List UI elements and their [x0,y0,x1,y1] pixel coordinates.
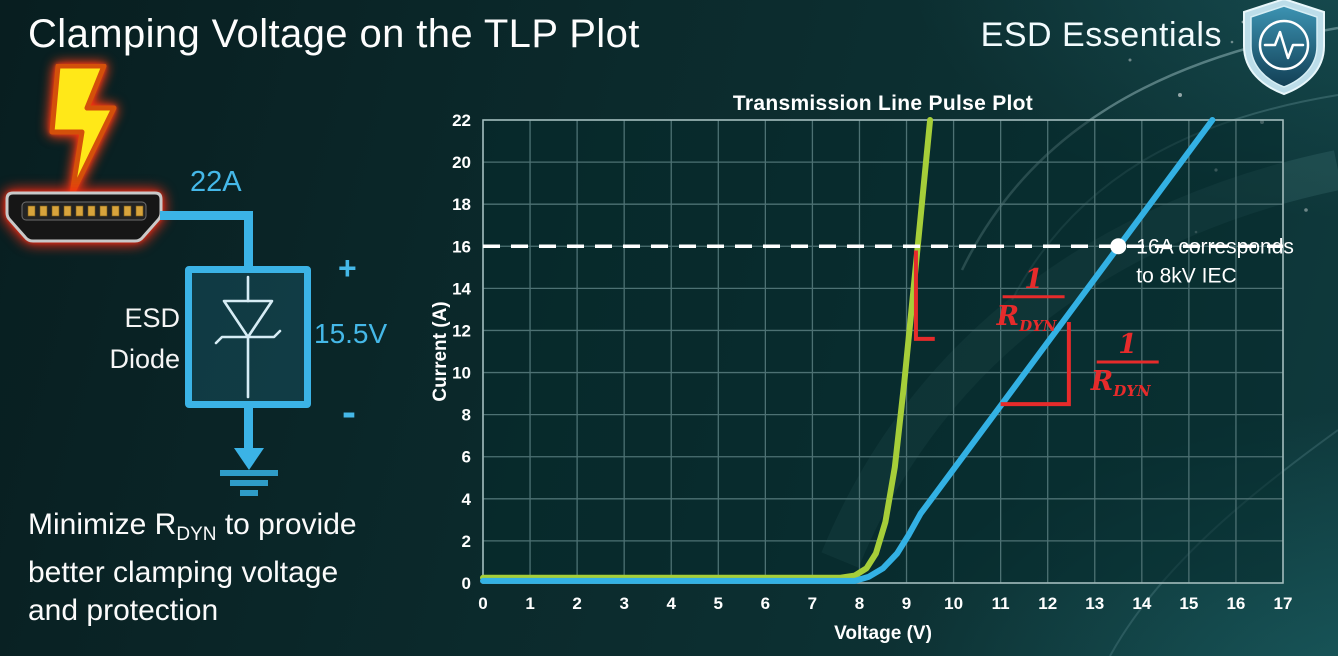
svg-text:22: 22 [452,111,471,130]
svg-text:20: 20 [452,153,471,172]
svg-text:6: 6 [761,594,770,613]
svg-text:12: 12 [452,321,471,340]
svg-text:15: 15 [1179,594,1198,613]
wire-horizontal [160,211,253,220]
esd-diode-box [185,266,311,408]
svg-text:18: 18 [452,195,471,214]
caption-line-3: and protection [28,594,219,627]
svg-text:11: 11 [992,594,1010,613]
wire-vertical [244,211,253,271]
svg-text:to 8kV IEC: to 8kV IEC [1136,264,1236,287]
svg-text:14: 14 [452,279,471,298]
svg-text:0: 0 [478,594,487,613]
component-label-line2: Diode [109,344,180,374]
ground-icon [220,470,278,476]
esd-shield-icon [1243,0,1325,96]
svg-text:16: 16 [1226,594,1245,613]
svg-text:0: 0 [462,574,471,593]
hdmi-connector-icon [5,191,163,243]
svg-text:1: 1 [525,594,534,613]
svg-text:10: 10 [452,364,471,383]
page-title: Clamping Voltage on the TLP Plot [28,12,640,56]
caption-line-2: better clamping voltage [28,556,339,589]
svg-text:16: 16 [452,237,471,256]
svg-text:1: 1 [1118,329,1137,360]
svg-text:17: 17 [1274,594,1293,613]
ground-wire [244,404,253,450]
svg-text:2: 2 [462,532,471,551]
polarity-minus-label: - [342,388,356,435]
svg-text:14: 14 [1132,594,1151,613]
caption-line-1: Minimize RDYN to provide [28,508,357,545]
clamp-voltage-label: 15.5V [314,318,388,349]
svg-text:10: 10 [944,594,963,613]
zener-diode-symbol-icon [214,275,282,399]
svg-text:9: 9 [902,594,911,613]
svg-text:12: 12 [1038,594,1057,613]
svg-text:1: 1 [1024,264,1043,295]
svg-text:Current (A): Current (A) [430,301,451,401]
caption: Minimize RDYN to provide better clamping… [28,506,357,630]
svg-text:RDYN: RDYN [1090,366,1152,400]
svg-text:Voltage (V): Voltage (V) [834,623,932,644]
surge-current-label: 22A [190,166,242,198]
svg-text:7: 7 [808,594,817,613]
ground-arrow-icon [234,448,264,470]
svg-text:3: 3 [619,594,628,613]
svg-text:6: 6 [462,448,471,467]
rdyn-subscript: DYN [176,524,217,545]
ground-icon [240,490,258,496]
component-label-line1: ESD [124,303,180,333]
polarity-plus-label: + [338,250,357,286]
svg-text:5: 5 [714,594,723,613]
tlp-chart-canvas: 0 1 2 3 4 5 6 7 8 9 10 11 12 13 14 15 16 1702468101214161… [430,111,1294,644]
svg-text:4: 4 [462,490,472,509]
svg-text:4: 4 [667,594,677,613]
svg-text:8: 8 [855,594,864,613]
svg-text:8: 8 [462,406,471,425]
lightning-bolt-icon [49,64,117,196]
svg-text:16A corresponds: 16A corresponds [1136,235,1294,258]
component-label: ESD Diode [88,298,180,380]
svg-text:13: 13 [1085,594,1104,613]
chart-title: Transmission Line Pulse Plot [732,92,1034,115]
svg-text:2: 2 [572,594,581,613]
ground-icon [230,480,268,486]
brand-text: ESD Essentials [980,16,1222,54]
